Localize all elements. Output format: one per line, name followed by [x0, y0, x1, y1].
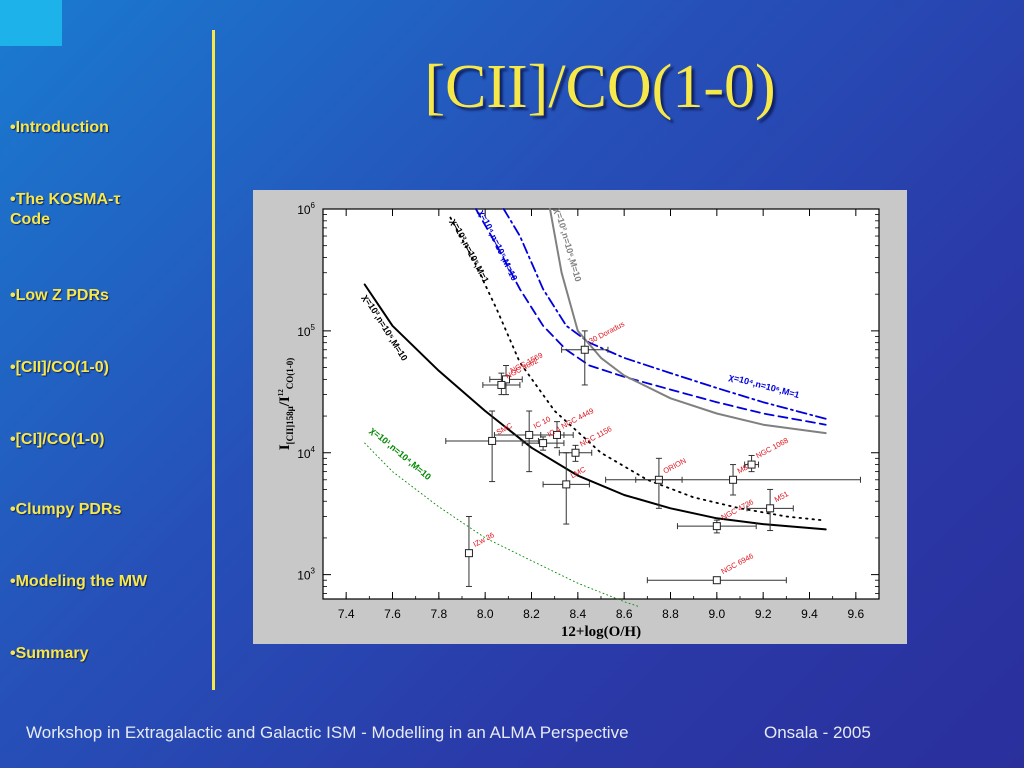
nav-item-clumpy-pdrs[interactable]: •Clumpy PDRs	[10, 501, 122, 518]
data-marker	[502, 375, 511, 384]
data-marker	[488, 436, 497, 445]
nav-item-ci-co[interactable]: •[CI]/CO(1-0)	[10, 431, 105, 448]
chart-panel: 30 Doradus NGC 1569 NGC 4662 SMC IC 10 NGC 44…	[253, 190, 907, 644]
nav-item-modeling-the-mw[interactable]: •Modeling the MW	[10, 573, 148, 590]
plot-area	[322, 208, 880, 600]
nav-item-summary[interactable]: •Summary	[10, 645, 89, 662]
footer-venue: Onsala - 2005	[764, 723, 871, 742]
data-marker	[747, 460, 756, 469]
footer-workshop: Workshop in Extragalactic and Galactic I…	[26, 723, 629, 742]
model-curve-4	[549, 208, 827, 435]
data-marker	[562, 480, 571, 489]
y-tick-label: 105	[297, 323, 315, 339]
model-curve-5	[364, 442, 639, 607]
x-tick-label: 9.2	[755, 607, 772, 621]
divider-line	[212, 30, 215, 690]
y-tick-label: 106	[297, 201, 315, 217]
data-marker	[552, 430, 561, 439]
x-tick-label: 7.4	[338, 607, 355, 621]
data-marker	[712, 576, 721, 585]
data-marker	[571, 448, 580, 457]
x-tick-label: 8.4	[569, 607, 586, 621]
model-curve-3	[502, 208, 827, 420]
data-marker	[539, 439, 548, 448]
nav-item-kosma-tau-line1: •The KOSMA-τ	[10, 191, 121, 208]
y-tick-label: 103	[297, 567, 315, 583]
data-marker	[729, 475, 738, 484]
data-marker	[464, 549, 473, 558]
nav-item-cii-co[interactable]: •[CII]/CO(1-0)	[10, 359, 109, 376]
model-curve-1	[449, 216, 822, 522]
svg-text:I[CII]158μ/I12CO(1-0): I[CII]158μ/I12CO(1-0)	[277, 358, 295, 450]
y-tick-label: 104	[297, 445, 315, 461]
y-axis-label: I[CII]158μ/I12CO(1-0)	[277, 358, 295, 450]
slide-title: [CII]/CO(1-0)	[424, 53, 776, 121]
model-curve-2	[474, 208, 827, 426]
x-tick-label: 8.2	[523, 607, 540, 621]
nav-item-introduction[interactable]: •Introduction	[10, 119, 109, 136]
x-tick-label: 7.8	[430, 607, 447, 621]
data-marker	[766, 504, 775, 513]
nav-item-kosma-tau-line2: Code	[10, 211, 50, 228]
data-marker	[525, 430, 534, 439]
x-tick-label: 9.4	[801, 607, 818, 621]
x-tick-label: 9.6	[847, 607, 864, 621]
data-marker	[497, 380, 506, 389]
nav-item-low-z-pdrs[interactable]: •Low Z PDRs	[10, 287, 109, 304]
x-tick-label: 8.0	[477, 607, 494, 621]
data-marker	[580, 345, 589, 354]
x-tick-label: 7.6	[384, 607, 401, 621]
nav-item-kosma-tau[interactable]: •The KOSMA-τ Code	[10, 190, 200, 230]
footer: Workshop in Extragalactic and Galactic I…	[26, 723, 986, 743]
x-axis-label: 12+log(O/H)	[561, 624, 641, 640]
corner-decoration	[0, 0, 62, 46]
model-curve-0	[363, 283, 827, 531]
x-tick-label: 8.8	[662, 607, 679, 621]
x-tick-label: 9.0	[708, 607, 725, 621]
data-marker	[712, 522, 721, 531]
x-tick-label: 8.6	[616, 607, 633, 621]
